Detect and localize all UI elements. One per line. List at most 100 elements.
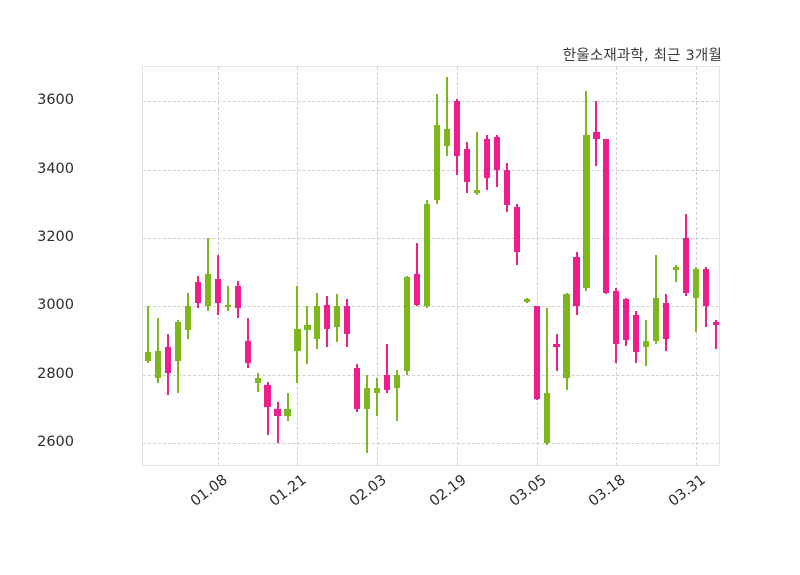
candle-body [374, 388, 381, 394]
candlestick [143, 67, 719, 465]
candlestick [143, 67, 719, 465]
y-tick-label: 3000 [37, 297, 74, 314]
candlestick [143, 67, 719, 465]
gridline-vertical [297, 67, 299, 465]
candle-body [384, 374, 391, 391]
candle-body [344, 306, 351, 334]
candlestick [143, 67, 719, 465]
candlestick [143, 67, 719, 465]
candlestick [143, 67, 719, 465]
candle-wick [366, 374, 369, 454]
candle-body [184, 306, 191, 331]
candle-body [314, 306, 321, 339]
candle-body [204, 273, 211, 307]
candlestick [143, 67, 719, 465]
candlestick [143, 67, 720, 465]
candle-body [433, 125, 441, 201]
candle-wick [386, 343, 389, 394]
candlestick [143, 67, 719, 465]
candlestick [143, 67, 719, 465]
candlestick [143, 67, 719, 465]
candle-body [364, 388, 371, 409]
gridline-horizontal [143, 237, 719, 239]
x-tick-label: 03.18 [586, 472, 629, 510]
candle-body [683, 237, 690, 293]
candle-wick [396, 369, 399, 421]
candle-body [593, 131, 600, 139]
candlestick [143, 67, 719, 465]
candle-body [164, 347, 171, 373]
gridline-horizontal [143, 169, 719, 171]
candle-body [334, 306, 341, 327]
candle-body [234, 285, 241, 309]
candle-body [643, 340, 650, 348]
y-tick-label: 3200 [37, 228, 74, 245]
gridline-vertical [616, 67, 618, 465]
candle-body [653, 297, 660, 341]
candle-wick [545, 308, 548, 445]
candle-body [473, 190, 480, 194]
candle-wick [675, 265, 678, 283]
candlestick [143, 67, 719, 465]
x-tick-label: 02.03 [347, 472, 390, 510]
candle-body [493, 137, 500, 170]
candle-body [533, 306, 540, 399]
candlestick [143, 67, 719, 465]
candle-wick [146, 306, 149, 363]
candlestick [143, 67, 719, 465]
x-tick-label: 03.31 [665, 472, 709, 510]
candlestick [143, 67, 719, 465]
chart-title: 한울소재과학, 최근 3개월 [562, 48, 722, 64]
gridline-vertical [536, 67, 538, 465]
candle-body [144, 352, 152, 362]
candlestick [143, 67, 719, 465]
candlestick [143, 67, 719, 465]
candle-wick [226, 285, 229, 312]
candle-body [264, 384, 271, 408]
candlestick [143, 67, 719, 465]
y-tick-label: 3400 [37, 160, 74, 177]
candlestick [143, 67, 719, 465]
candlestick [143, 67, 719, 465]
x-tick-label: 03.05 [506, 472, 550, 510]
candle-body [673, 267, 680, 270]
candle-body [154, 350, 162, 379]
candle-body [354, 367, 361, 409]
candlestick [143, 67, 719, 465]
candlestick [143, 67, 719, 465]
candle-body [324, 304, 331, 329]
candlestick [143, 67, 719, 465]
candle-body [503, 169, 510, 206]
candle-body [463, 149, 470, 182]
gridline-horizontal [143, 306, 719, 308]
candlestick [143, 67, 719, 465]
gridline-vertical [456, 67, 458, 465]
candlestick [143, 67, 719, 465]
candle-body [453, 101, 460, 156]
candlestick [143, 67, 719, 465]
candlestick [143, 67, 719, 465]
candle-wick [715, 319, 718, 350]
candle-wick [445, 77, 448, 156]
y-tick-label: 3600 [37, 92, 74, 109]
candle-body [274, 408, 281, 416]
candle-wick [266, 381, 269, 435]
candlestick [143, 67, 719, 465]
candlestick [143, 67, 719, 465]
candle-series [143, 67, 720, 465]
plot-area [142, 66, 720, 466]
candle-body [483, 138, 490, 179]
candlestick [143, 67, 719, 465]
candlestick [143, 67, 719, 465]
candle-body [513, 207, 520, 252]
x-tick-label: 01.08 [187, 472, 231, 510]
candlestick [143, 67, 719, 465]
candle-body [174, 321, 181, 361]
candlestick [143, 67, 719, 465]
candlestick [143, 67, 719, 465]
candle-body [523, 299, 530, 302]
candle-body [663, 302, 670, 339]
y-tick-label: 2800 [37, 365, 74, 382]
candlestick [143, 67, 719, 465]
